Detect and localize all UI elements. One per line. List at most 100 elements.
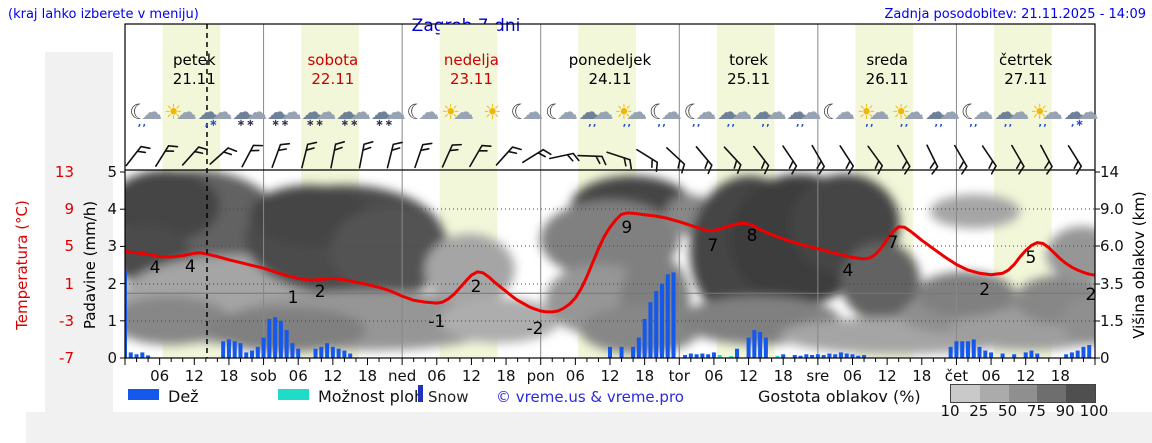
- temp-annotation: 2: [471, 277, 482, 297]
- temp-annotation: 5: [1025, 248, 1036, 268]
- wind-barb: [301, 141, 318, 169]
- precip-marks: ‚∗: [1070, 118, 1085, 129]
- precip-tick: 1: [107, 312, 117, 330]
- cloud-tick: 9.0: [1100, 200, 1124, 218]
- cloud-rain-glyph: ☁☁: [751, 100, 787, 124]
- hour-tick-label: 12: [184, 367, 204, 385]
- density-tick-label: 90: [1055, 402, 1075, 420]
- hour-tick-label: 12: [461, 367, 481, 385]
- cloud-rain-glyph: ☁☁: [717, 100, 752, 124]
- cloud-blob: [206, 307, 367, 353]
- cloud-tick: 6.0: [1100, 237, 1124, 255]
- cloud-tick: 1.5: [1100, 312, 1124, 330]
- rain-bar: [1023, 352, 1028, 358]
- temp-tick: 9: [64, 200, 74, 218]
- hour-tick-label: 12: [739, 367, 759, 385]
- precip-tick: 2: [107, 275, 117, 293]
- rain-bar: [146, 355, 151, 358]
- precip-marks: ‚‚: [795, 118, 806, 129]
- weather-icon-sun-cloud-rain: ☀☁ ‚‚: [851, 102, 890, 129]
- wind-barb: [896, 144, 911, 175]
- weather-icon-cloud-rain: ☁☁ ‚‚: [920, 102, 960, 129]
- rain-bar: [226, 339, 231, 358]
- moon-cloud-rain-glyph: ☾☁: [129, 100, 162, 124]
- day-name-torek: torek: [729, 51, 768, 69]
- rain-bar: [948, 346, 953, 358]
- copyright-link[interactable]: © vreme.us & vreme.pro: [496, 388, 684, 406]
- cloud-rain-glyph: ☁☁: [578, 100, 614, 124]
- cloud-blob: [914, 271, 1016, 317]
- precip-marks: ‚‚: [137, 118, 148, 129]
- day-date-četrtek: 27.11: [1004, 70, 1048, 88]
- wind-barb: [522, 148, 552, 164]
- day-name-četrtek: četrtek: [999, 51, 1053, 69]
- moon-cloud-rain-glyph: ☾☁: [683, 100, 717, 124]
- rain-bar: [706, 354, 711, 358]
- rain-bar: [752, 330, 757, 358]
- precip-marks: ‚‚: [968, 118, 979, 129]
- day-date-sobota: 22.11: [311, 70, 355, 88]
- day-name-ponedeljek: ponedeljek: [568, 51, 652, 69]
- sun-cloud-rain-glyph: ☀☁: [614, 100, 647, 124]
- temp-annotation: 4: [150, 258, 161, 278]
- precip-tick: 0: [107, 349, 117, 367]
- wind-barb: [839, 145, 855, 175]
- hour-tick-label: 18: [912, 367, 932, 385]
- wind-barb: [953, 144, 968, 175]
- wind-barb: [753, 145, 770, 175]
- cloud-snow-glyph: ☁☁: [266, 100, 302, 124]
- density-tick-label: 50: [998, 402, 1018, 420]
- day-name-sreda: sreda: [866, 51, 908, 69]
- wind-barb: [666, 147, 686, 174]
- rain-bar: [1069, 352, 1074, 358]
- cloud-blob: [579, 305, 701, 355]
- precip-marks: ∗∗: [236, 118, 256, 129]
- rain-bar: [792, 355, 797, 358]
- day-name-nedelja: nedelja: [443, 51, 499, 69]
- sun-glyph: ☀: [482, 100, 502, 124]
- rain-bar: [267, 318, 272, 358]
- rain-bar: [608, 346, 612, 358]
- rain-bar: [1081, 346, 1086, 358]
- sun-cloud-rain-glyph: ☀☁: [891, 100, 925, 124]
- rain-bar: [688, 353, 693, 358]
- weather-icon-moon-cloud-rain: ☾☁ ‚‚: [955, 102, 994, 129]
- precip-marks: ‚‚: [726, 118, 737, 129]
- rain-bar: [140, 352, 145, 358]
- rain-bar: [804, 354, 809, 358]
- wind-barb: [695, 146, 713, 175]
- rain-bar: [255, 346, 260, 358]
- rain-bar: [336, 348, 341, 358]
- weather-icon-cloud-rain: ☁☁ ‚‚: [747, 100, 787, 129]
- day-abbrev-tor: tor: [668, 367, 690, 385]
- temp-annotation: -1: [428, 312, 445, 332]
- weather-icon-moon-cloud: ☾☁: [816, 102, 855, 123]
- day-abbrev-sre: sre: [806, 367, 830, 385]
- wind-barb: [867, 145, 884, 175]
- precip-marks: ‚‚: [934, 118, 944, 129]
- rain-bar: [683, 355, 688, 358]
- hour-tick-label: 06: [842, 367, 863, 385]
- weather-icon-cloud-snow: ☁☁ ∗∗: [331, 102, 371, 129]
- rain-bar: [330, 346, 335, 358]
- hour-tick-label: 06: [704, 367, 724, 385]
- cloud-tick: 14: [1100, 163, 1120, 181]
- day-abbrev-pon: pon: [526, 367, 555, 385]
- hour-tick-label: 06: [288, 367, 308, 385]
- showers-legend-swatch: [278, 389, 309, 400]
- rain-bar: [232, 341, 237, 358]
- precip-marks: ‚‚: [899, 118, 910, 129]
- rain-bar: [960, 341, 965, 358]
- cloud-tick: 3.5: [1100, 275, 1124, 293]
- cloud-density-label: Gostota oblakov (%): [758, 387, 921, 406]
- rain-bar: [348, 353, 353, 358]
- day-name-petek: petek: [173, 51, 216, 69]
- temp-annotation: 2: [1086, 285, 1097, 305]
- rain-bar: [827, 353, 832, 358]
- precip-marks: ‚‚: [761, 118, 771, 129]
- rain-bar: [838, 352, 843, 358]
- rain-bar: [325, 343, 330, 358]
- precip-marks: ∗∗: [340, 118, 360, 129]
- wind-barb: [1011, 144, 1025, 175]
